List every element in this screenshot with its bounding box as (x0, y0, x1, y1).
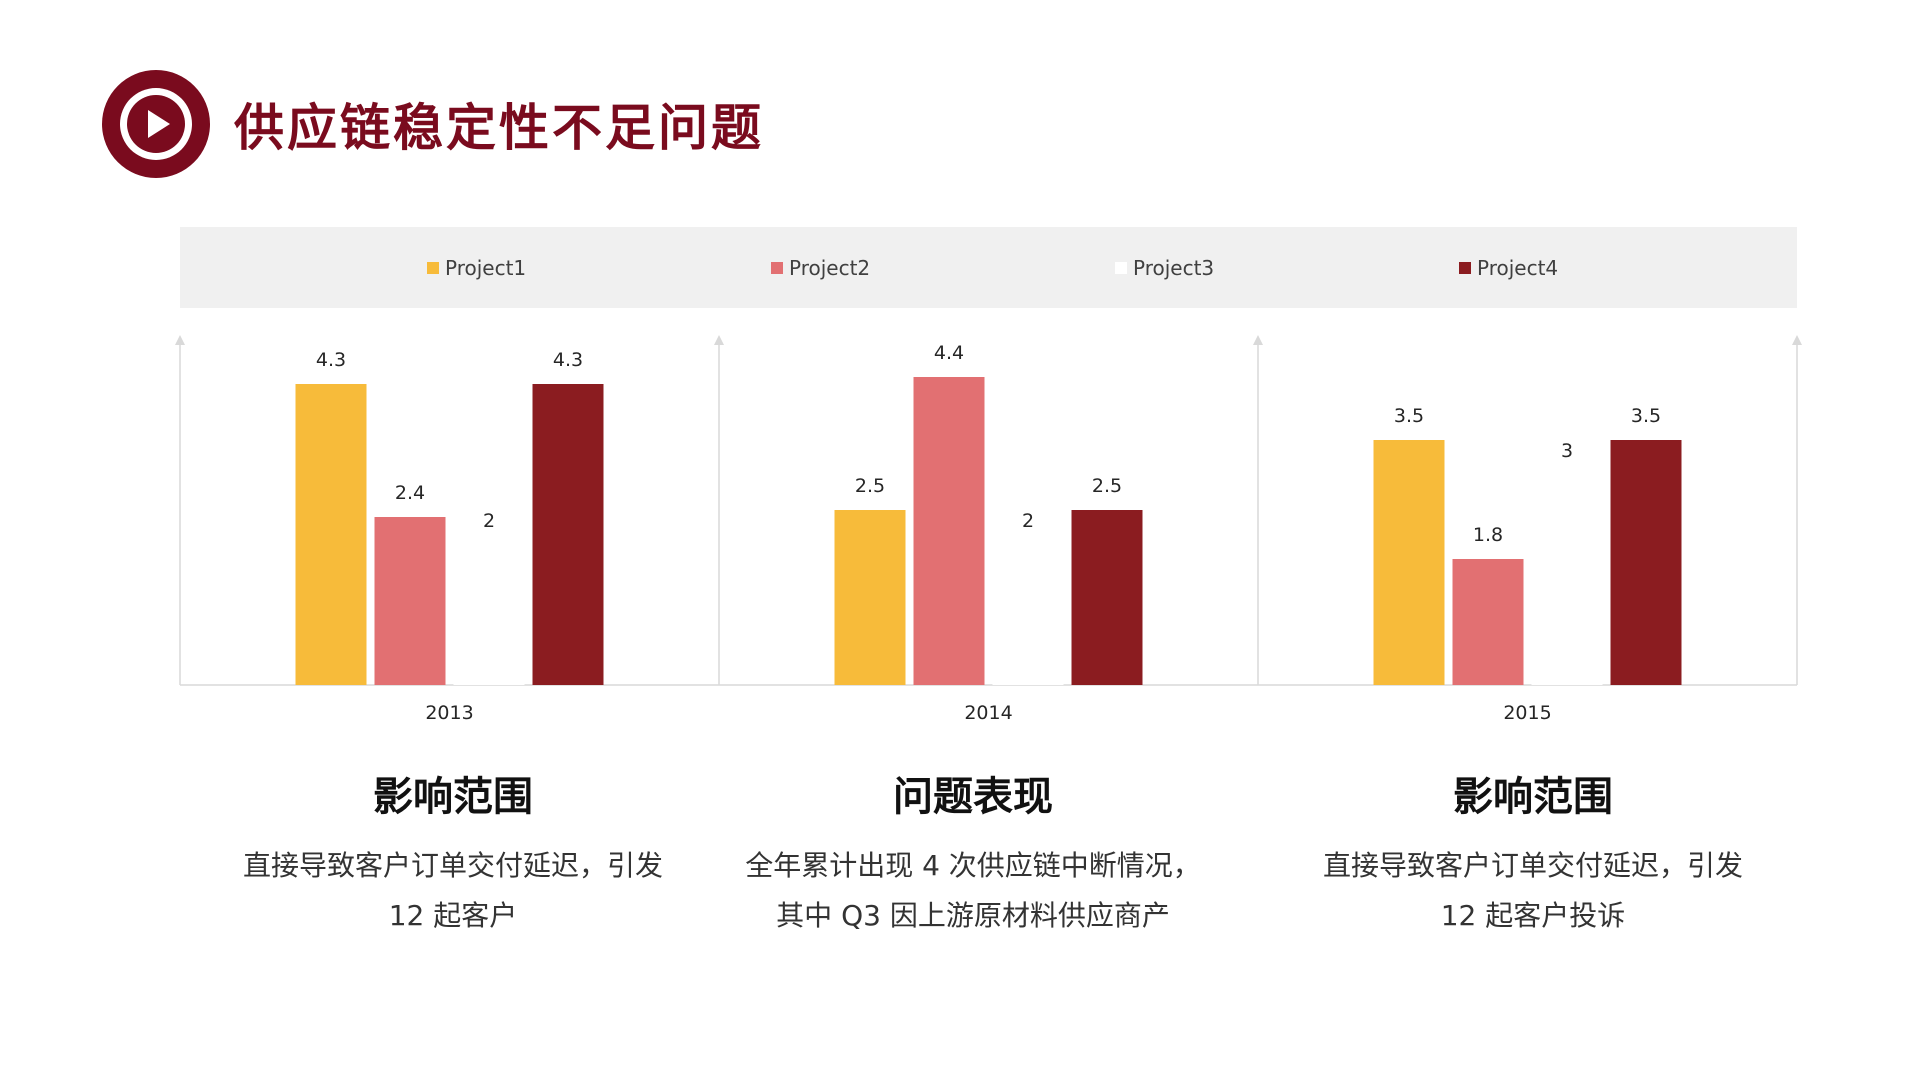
bar-chart: 4.3 2.4 2 4.3 2013 2.5 4.4 2 2.5 2014 3.5 1.8 3 3.5 20… (175, 335, 1802, 724)
bar-project4-2013 (532, 384, 604, 685)
bar-project2-2014 (913, 377, 985, 685)
info-heading: 影响范围 (1453, 774, 1613, 820)
data-label: 2.4 (395, 482, 425, 504)
legend-swatch (1115, 261, 1127, 274)
info-heading: 问题表现 (893, 774, 1053, 820)
info-line: 其中 Q3 因上游原材料供应商产 (776, 899, 1170, 932)
bar-project1-2014 (834, 510, 906, 685)
data-label: 2.5 (1092, 475, 1122, 497)
data-label: 4.3 (316, 349, 346, 371)
data-label: 4.3 (553, 349, 583, 371)
x-tick-label: 2013 (425, 702, 473, 724)
legend-swatch (1459, 261, 1471, 274)
play-circle-icon (102, 70, 210, 178)
divider-arrow (175, 335, 185, 345)
legend-label: Project1 (445, 255, 527, 280)
bar-project1-2013 (295, 384, 367, 685)
info-line: 全年累计出现 4 次供应链中断情况， (745, 849, 1201, 882)
bar-chart-svg: 4.3 2.4 2 4.3 2013 2.5 4.4 2 2.5 2014 3.5 1.8 3 3.5 20… (175, 335, 1802, 724)
x-tick-label: 2014 (964, 702, 1012, 724)
info-column-scope-2: 影响范围 直接导致客户订单交付延迟，引发 12 起客户投诉 (1298, 765, 1768, 941)
bar-project3-2014 (992, 545, 1064, 685)
bar-project4-2014 (1071, 510, 1143, 685)
legend-item-project4: Project4 (1459, 227, 1558, 308)
data-label: 2.5 (855, 475, 885, 497)
legend-item-project2: Project2 (771, 227, 870, 308)
legend-item-project1: Project1 (427, 227, 526, 308)
data-label: 2 (1022, 510, 1034, 532)
bar-project2-2013 (374, 517, 446, 685)
legend-swatch (427, 261, 439, 274)
data-label: 2 (483, 510, 495, 532)
legend-label: Project3 (1133, 255, 1215, 280)
legend-item-project3: Project3 (1115, 227, 1214, 308)
chart-legend: Project1 Project2 Project3 Project4 (180, 227, 1797, 308)
info-line: 直接导致客户订单交付延迟，引发 (1322, 849, 1743, 882)
info-body: 直接导致客户订单交付延迟，引发 12 起客户 (218, 841, 688, 941)
bar-project3-2013 (453, 545, 525, 685)
bar-project2-2015 (1452, 559, 1524, 685)
data-label: 3 (1561, 440, 1573, 462)
data-label: 3.5 (1631, 405, 1661, 427)
data-label: 4.4 (934, 342, 964, 364)
slide-header: 供应链稳定性不足问题 (102, 70, 764, 178)
info-column-scope: 影响范围 直接导致客户订单交付延迟，引发 12 起客户 (218, 765, 688, 941)
data-label: 1.8 (1473, 524, 1503, 546)
data-label: 3.5 (1394, 405, 1424, 427)
bar-project4-2015 (1610, 440, 1682, 685)
info-body: 直接导致客户订单交付延迟，引发 12 起客户投诉 (1298, 841, 1768, 941)
x-tick-label: 2015 (1503, 702, 1551, 724)
info-line: 12 起客户 (388, 899, 518, 932)
info-heading: 影响范围 (373, 774, 533, 820)
info-column-problem: 问题表现 全年累计出现 4 次供应链中断情况， 其中 Q3 因上游原材料供应商产 (738, 765, 1208, 941)
bar-project1-2015 (1373, 440, 1445, 685)
divider-arrow (1792, 335, 1802, 345)
legend-label: Project2 (789, 255, 871, 280)
legend-label: Project4 (1477, 255, 1559, 280)
slide-title: 供应链稳定性不足问题 (234, 99, 764, 157)
info-line: 12 起客户投诉 (1440, 899, 1626, 932)
divider-arrow (1253, 335, 1263, 345)
divider-arrow (714, 335, 724, 345)
legend-swatch (771, 261, 783, 274)
bar-project3-2015 (1531, 475, 1603, 685)
info-line: 直接导致客户订单交付延迟，引发 (242, 849, 663, 882)
info-body: 全年累计出现 4 次供应链中断情况， 其中 Q3 因上游原材料供应商产 (738, 841, 1208, 941)
